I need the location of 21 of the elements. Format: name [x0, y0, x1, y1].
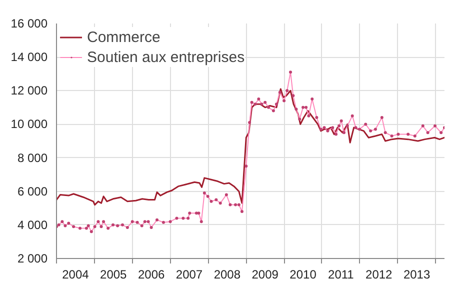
x-tick-label: 2013 — [403, 268, 430, 282]
legend-label: Soutien aux entreprises — [87, 48, 245, 67]
x-tick-label: 2009 — [252, 268, 279, 282]
x-tick-label: 2006 — [138, 268, 165, 282]
y-tick-label: 14 000 — [10, 50, 48, 64]
x-tick-label: 2008 — [214, 268, 241, 282]
line-series — [56, 88, 444, 206]
legend-label: Commerce — [87, 28, 160, 47]
y-tick-label: 16 000 — [10, 16, 48, 30]
x-tick-label: 2004 — [62, 268, 90, 282]
x-tick-label: 2012 — [366, 268, 393, 282]
y-tick-label: 12 000 — [10, 84, 48, 98]
x-tick-label: 2005 — [100, 268, 128, 282]
y-tick-label: 8 000 — [17, 150, 48, 165]
y-tick-label: 10 000 — [10, 117, 48, 132]
x-tick-label: 2011 — [328, 268, 354, 282]
x-tick-label: 2007 — [176, 268, 203, 282]
y-tick-label: 2 000 — [17, 252, 48, 266]
x-tick-label: 2010 — [290, 268, 317, 282]
y-tick-label: 6 000 — [17, 184, 48, 198]
y-tick-label: 4 000 — [17, 218, 48, 232]
